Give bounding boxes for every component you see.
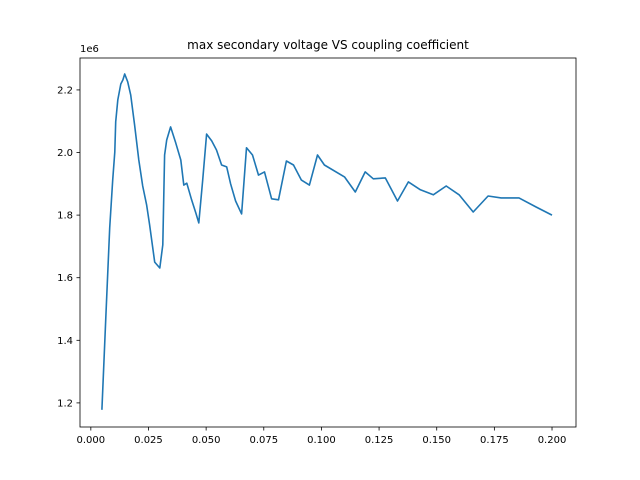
chart-title: max secondary voltage VS coupling coeffi…	[187, 38, 469, 52]
y-tick-label: 1.8	[57, 211, 73, 222]
x-tick-label: 0.075	[249, 435, 278, 446]
x-tick-label: 0.125	[365, 435, 394, 446]
axes-frame	[79, 57, 577, 428]
y-tick-label: 1.4	[57, 336, 73, 347]
x-tick-label: 0.025	[134, 435, 163, 446]
x-tick-label: 0.050	[192, 435, 221, 446]
y-tick-label: 2.0	[57, 148, 73, 159]
x-tick-label: 0.000	[77, 435, 106, 446]
x-axis: 0.000 0.025 0.050 0.075 0.100 0.125 0.150 0.175…	[77, 427, 567, 446]
x-tick-label: 0.175	[480, 435, 509, 446]
x-tick-label: 0.100	[307, 435, 336, 446]
y-axis: 1.2 1.4 1.6 1.8 2.0 2.2	[57, 85, 80, 409]
y-tick-label: 1.6	[57, 273, 73, 284]
y-offset-label: 1e6	[80, 44, 99, 55]
series-line	[101, 73, 553, 410]
y-tick-label: 2.2	[57, 85, 73, 96]
x-tick-label: 0.200	[538, 435, 567, 446]
x-tick-label: 0.150	[422, 435, 451, 446]
y-tick-label: 1.2	[57, 398, 73, 409]
data-line	[101, 73, 553, 410]
